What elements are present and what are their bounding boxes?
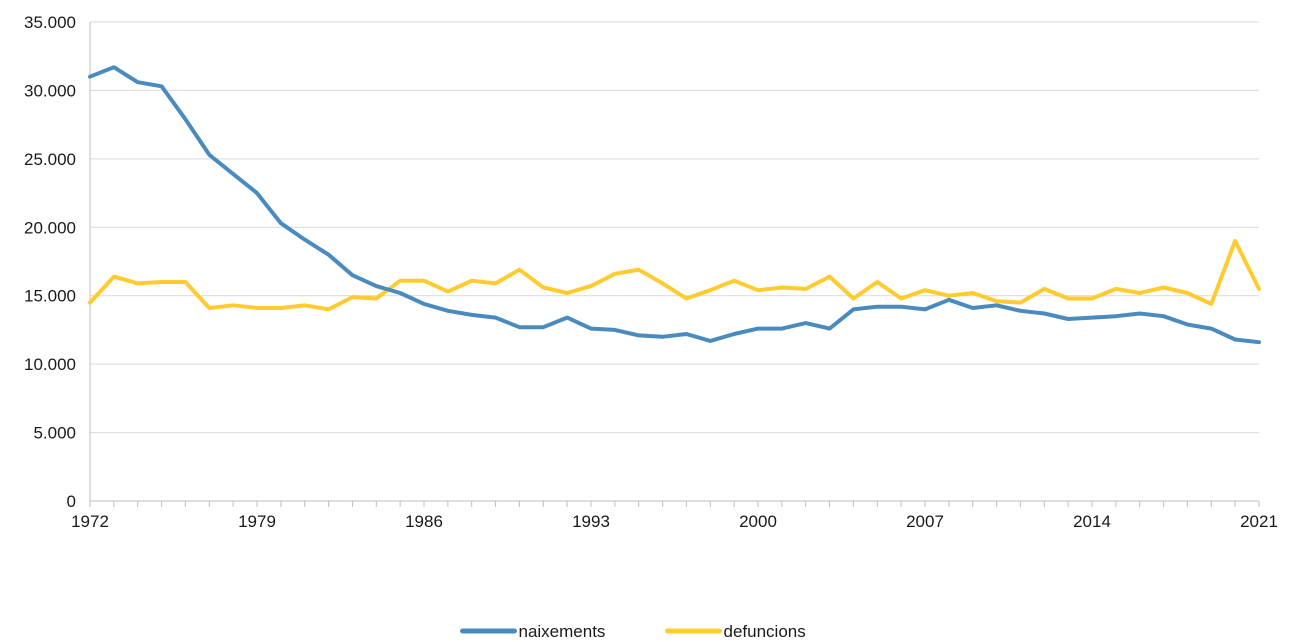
x-tick-label: 2021 bbox=[1240, 512, 1278, 531]
series-lines bbox=[88, 65, 1261, 345]
y-tick-label: 20.000 bbox=[24, 218, 76, 237]
legend-label-naixements: naixements bbox=[519, 622, 606, 641]
y-tick-label: 15.000 bbox=[24, 287, 76, 306]
axes: 0 5.000 10.000 15.000 20.000 25.000 30.000 35.0… bbox=[24, 13, 1278, 531]
legend: naixements defuncions bbox=[460, 622, 806, 641]
y-tick-label: 35.000 bbox=[24, 13, 76, 32]
x-tick-label: 2007 bbox=[906, 512, 944, 531]
x-tick-label: 2014 bbox=[1073, 512, 1111, 531]
x-tick-label: 1979 bbox=[238, 512, 276, 531]
x-tick-label: 1972 bbox=[71, 512, 109, 531]
y-tick-label: 5.000 bbox=[33, 424, 76, 443]
x-tick-label: 1993 bbox=[572, 512, 610, 531]
legend-label-defuncions: defuncions bbox=[724, 622, 806, 641]
y-tick-label: 30.000 bbox=[24, 81, 76, 100]
gridlines bbox=[90, 21, 1259, 434]
series-line-defuncions bbox=[88, 239, 1261, 312]
series-line-naixements bbox=[88, 65, 1261, 345]
y-tick-label: 25.000 bbox=[24, 150, 76, 169]
x-tick-label: 1986 bbox=[405, 512, 443, 531]
x-tick-label: 2000 bbox=[739, 512, 777, 531]
y-tick-label: 10.000 bbox=[24, 355, 76, 374]
y-tick-label: 0 bbox=[67, 492, 76, 511]
